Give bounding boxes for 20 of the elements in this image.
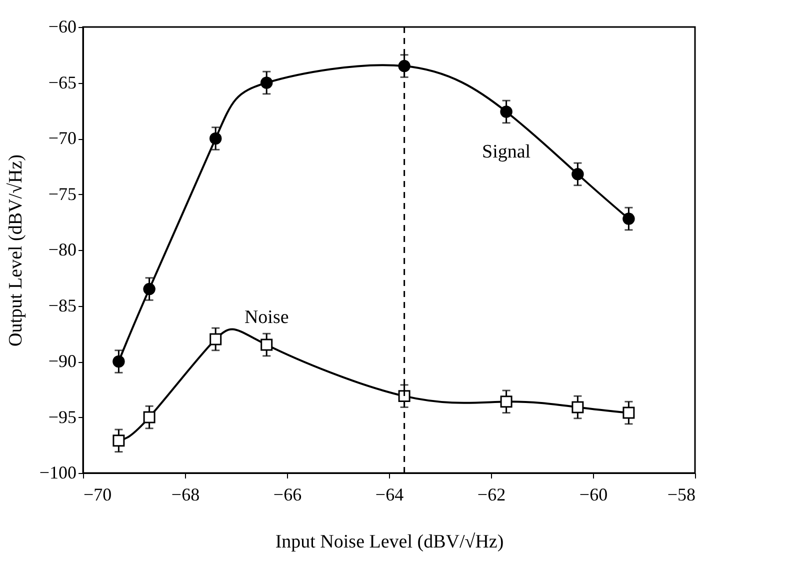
y-tick-label: −95 xyxy=(48,406,76,427)
y-tick-label: −85 xyxy=(48,295,76,316)
x-tick-label: −62 xyxy=(477,484,506,504)
series-label: Signal xyxy=(482,142,531,163)
x-tick-label: −60 xyxy=(579,484,608,504)
y-tick-label: −70 xyxy=(48,128,76,148)
x-tick-label: −58 xyxy=(667,484,696,504)
y-axis-title: Output Level (dBV/√Hz) xyxy=(5,154,26,346)
x-tick-label: −68 xyxy=(171,484,200,504)
x-axis-title: Input Noise Level (dBV/√Hz) xyxy=(275,532,504,552)
y-tick-label: −80 xyxy=(48,240,76,260)
y-tick-label: −100 xyxy=(39,462,76,482)
y-tick-label: −75 xyxy=(48,184,76,204)
y-tick-label: −65 xyxy=(48,72,76,92)
series-label: Noise xyxy=(244,306,289,328)
x-tick-label: −64 xyxy=(375,484,404,504)
x-tick-label: −70 xyxy=(84,484,112,504)
y-tick-label: −60 xyxy=(48,16,76,36)
y-tick-label: −90 xyxy=(48,351,76,371)
x-tick-label: −66 xyxy=(273,484,302,504)
